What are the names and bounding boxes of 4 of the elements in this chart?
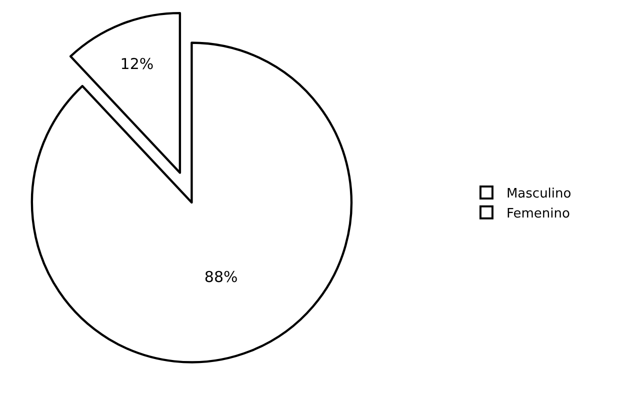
- data-label: 12%: [120, 55, 154, 74]
- data-label: 88%: [204, 268, 238, 286]
- legend-label: Femenino: [506, 206, 570, 222]
- legend-label: Masculino: [506, 186, 572, 202]
